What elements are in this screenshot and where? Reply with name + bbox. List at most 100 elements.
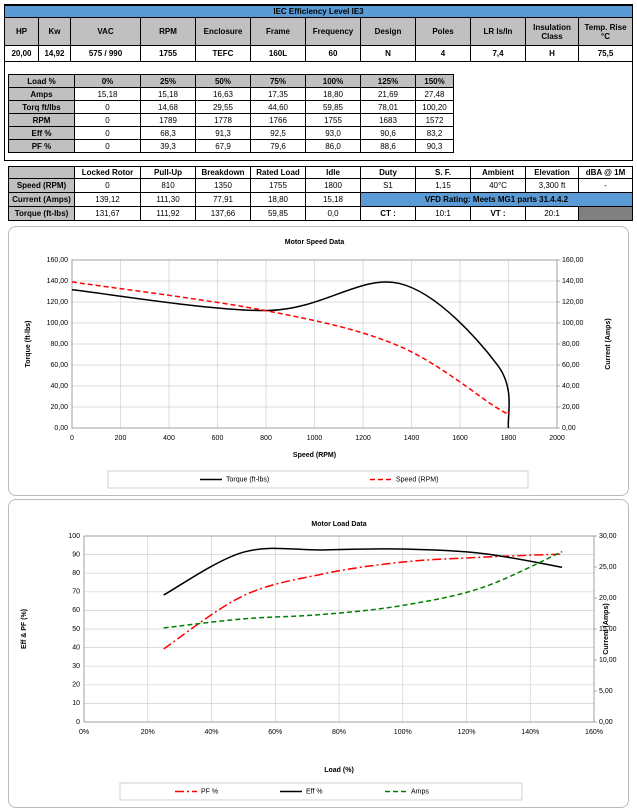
table-value: 0 [74, 178, 141, 193]
table-value: 15,18 [305, 192, 361, 207]
table-value: 0 [74, 113, 141, 127]
legend-label: Torque (ft-lbs) [226, 476, 269, 483]
table-value: 139,12 [74, 192, 141, 207]
table-value: 1755 [250, 178, 306, 193]
table-frame [4, 4, 633, 161]
y-tick-label: 40,00 [50, 383, 68, 390]
y2-tick-label: 60,00 [562, 362, 580, 369]
table-value: 59,85 [250, 206, 306, 221]
table-value: 1766 [250, 113, 306, 127]
column-header: 125% [360, 74, 416, 88]
table-value: 75,5 [578, 45, 633, 62]
x-tick-label: 800 [260, 435, 272, 442]
table-value: S1 [360, 178, 416, 193]
table-value: CT : [360, 206, 416, 221]
row-header: Torq ft/lbs [8, 100, 75, 114]
column-header: 100% [305, 74, 361, 88]
row-header: Speed (RPM) [8, 178, 75, 193]
y-tick-label: 60,00 [50, 362, 68, 369]
table-value: 131,67 [74, 206, 141, 221]
x-axis-title: Load (%) [324, 767, 354, 774]
y-tick-label: 60 [72, 607, 80, 614]
row-header: PF % [8, 139, 75, 153]
y2-tick-label: 20,00 [562, 404, 580, 411]
table-value: 16,63 [195, 87, 251, 101]
y2-tick-label: 15,00 [599, 626, 617, 633]
table-value: 29,55 [195, 100, 251, 114]
table-value: 39,3 [140, 139, 196, 153]
table-value: 7,4 [470, 45, 526, 62]
x-tick-label: 1800 [501, 435, 517, 442]
table-value: 1800 [305, 178, 361, 193]
legend-box [119, 782, 523, 801]
table-value: 18,80 [250, 192, 306, 207]
vfd-rating: VFD Rating: Meets MG1 parts 31.4.4.2 [360, 192, 633, 207]
table-value: 1778 [195, 113, 251, 127]
plot-border [71, 259, 558, 429]
x-tick-label: 200 [115, 435, 127, 442]
table-value: 17,35 [250, 87, 306, 101]
y-tick-label: 20 [72, 682, 80, 689]
table-value: 91,3 [195, 126, 251, 140]
column-header: Load % [8, 74, 75, 88]
y2-tick-label: 5,00 [599, 688, 613, 695]
table-value: 1755 [140, 45, 196, 62]
y2-axis-title: Current (Amps) [605, 318, 612, 369]
y2-tick-label: 25,00 [599, 564, 617, 571]
x-tick-label: 60% [268, 729, 282, 736]
row-header: Current (Amps) [8, 192, 75, 207]
x-tick-label: 80% [332, 729, 346, 736]
x-tick-label: 1200 [355, 435, 371, 442]
y-axis-title: Torque (ft-lbs) [25, 321, 32, 368]
table-value: 15,18 [74, 87, 141, 101]
table-value: N [360, 45, 416, 62]
series-line [71, 281, 510, 415]
table-value: 20:1 [525, 206, 579, 221]
column-header: RPM [140, 17, 196, 46]
legend-label: Eff % [306, 788, 323, 795]
table-value: 4 [415, 45, 471, 62]
y-tick-label: 160,00 [47, 257, 69, 264]
y-tick-label: 10 [72, 700, 80, 707]
table-value: 90,6 [360, 126, 416, 140]
x-tick-label: 1400 [404, 435, 420, 442]
table-value: 100,20 [415, 100, 454, 114]
column-header: Frequency [305, 17, 361, 46]
y-tick-label: 30 [72, 663, 80, 670]
legend-label: Amps [411, 788, 429, 795]
table-value: 27,48 [415, 87, 454, 101]
row-header: Eff % [8, 126, 75, 140]
table-value: 15,18 [140, 87, 196, 101]
table-value: 18,80 [305, 87, 361, 101]
x-tick-label: 100% [394, 729, 412, 736]
column-header: 0% [74, 74, 141, 88]
y2-tick-label: 10,00 [599, 657, 617, 664]
y-tick-label: 20,00 [50, 404, 68, 411]
y2-tick-label: 0,00 [599, 719, 613, 726]
table-value: 44,60 [250, 100, 306, 114]
y-tick-label: 120,00 [47, 299, 69, 306]
column-header: Design [360, 17, 416, 46]
legend-box [107, 470, 529, 489]
legend-label: PF % [201, 788, 218, 795]
x-tick-label: 140% [521, 729, 539, 736]
table-value: VT : [470, 206, 526, 221]
table-value: 21,69 [360, 87, 416, 101]
table-value: 40°C [470, 178, 526, 193]
table-value: 575 / 990 [70, 45, 141, 62]
x-tick-label: 120% [458, 729, 476, 736]
y2-tick-label: 160,00 [562, 257, 584, 264]
series-line [71, 281, 510, 429]
column-header: Poles [415, 17, 471, 46]
legend-label: Speed (RPM) [396, 476, 438, 483]
column-header: 150% [415, 74, 454, 88]
x-tick-label: 40% [204, 729, 218, 736]
table-value: 20,00 [4, 45, 39, 62]
table-value: 0 [74, 100, 141, 114]
table-value: 93,0 [305, 126, 361, 140]
table-value: 68,3 [140, 126, 196, 140]
y2-tick-label: 0,00 [562, 425, 576, 432]
table-value: 111,30 [140, 192, 196, 207]
column-header: VAC [70, 17, 141, 46]
y2-tick-label: 40,00 [562, 383, 580, 390]
